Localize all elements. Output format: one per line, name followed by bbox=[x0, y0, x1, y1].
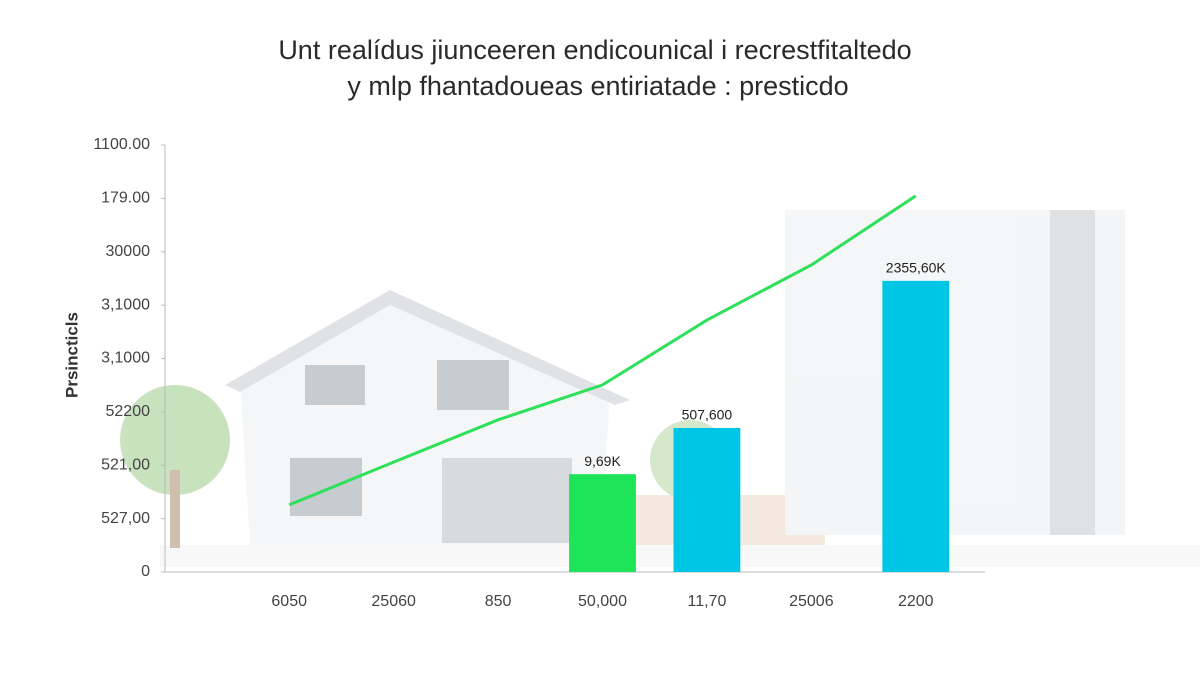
y-axis-label: Prsincticls bbox=[62, 312, 81, 398]
value-label: 2355,60K bbox=[886, 260, 947, 276]
bar bbox=[882, 280, 950, 572]
y-tick-label: 52200 bbox=[106, 403, 151, 420]
chart-title: Unt realídus jiunceeren endicounical i r… bbox=[278, 35, 911, 65]
background-scene bbox=[120, 210, 1200, 567]
y-tick-label: 521,00 bbox=[101, 456, 150, 473]
x-tick-label: 25006 bbox=[789, 593, 834, 610]
y-tick-label: 179.00 bbox=[101, 190, 150, 207]
bar bbox=[569, 474, 636, 572]
x-tick-label: 6050 bbox=[271, 593, 307, 610]
line bbox=[288, 194, 917, 507]
x-tick-label: 50,000 bbox=[578, 593, 627, 610]
value-label: 507,600 bbox=[682, 407, 733, 423]
y-tick-label: 30000 bbox=[106, 243, 151, 260]
chart-title: y mlp fhantadoueas entiriatade : prestic… bbox=[347, 71, 848, 101]
value-label: 9,69K bbox=[584, 453, 621, 469]
y-tick-label: 527,00 bbox=[101, 510, 150, 527]
x-tick-label: 2200 bbox=[898, 593, 934, 610]
x-tick-label: 850 bbox=[485, 593, 512, 610]
bar bbox=[673, 427, 741, 572]
y-tick-label: 3,1000 bbox=[101, 350, 150, 367]
y-tick-label: 0 bbox=[141, 563, 150, 580]
y-tick-label: 3,1000 bbox=[101, 296, 150, 313]
x-tick-label: 11,70 bbox=[687, 593, 726, 610]
y-tick-label: 1100.00 bbox=[93, 136, 150, 153]
x-tick-label: 25060 bbox=[371, 593, 416, 610]
